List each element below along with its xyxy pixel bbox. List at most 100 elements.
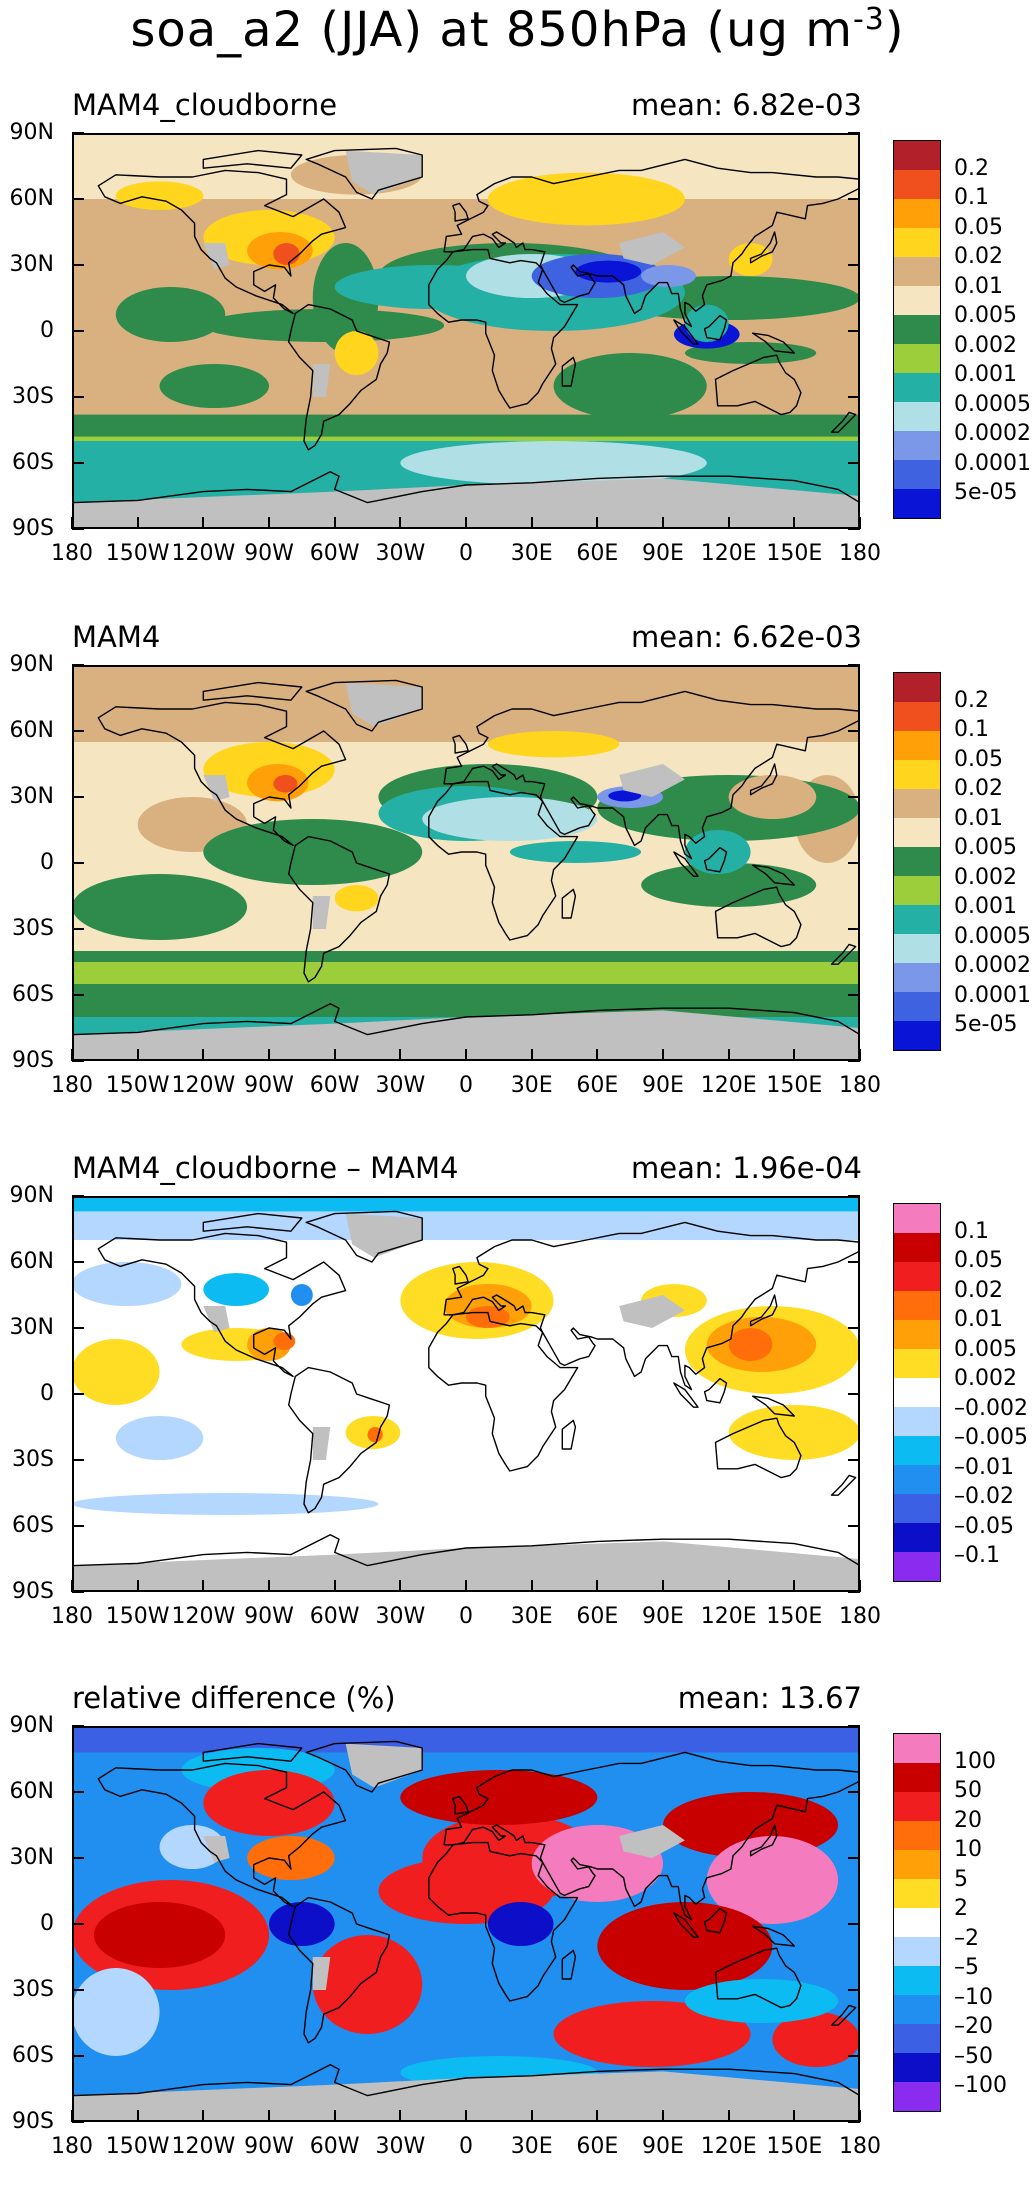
coastline-arcticisl — [202, 1212, 303, 1232]
field-contour — [273, 775, 298, 793]
coastline-australia — [714, 1947, 802, 2009]
coastline-japan — [749, 231, 778, 264]
lon-tick — [268, 1580, 270, 1592]
coastline-arcticisl — [202, 149, 303, 169]
legend-swatch — [894, 1850, 940, 1879]
coastline-australia — [714, 1417, 802, 1479]
legend-label: 0.01 — [954, 805, 1003, 831]
coastline-newguinea — [752, 1925, 795, 1947]
lon-tick — [399, 1580, 402, 1592]
lon-tick-label: 30E — [510, 1073, 553, 1098]
legend-label: 0.0002 — [954, 421, 1031, 446]
legend-swatch — [894, 460, 940, 489]
missing-data-region — [619, 232, 685, 265]
lat-tick — [848, 1725, 860, 1727]
lon-tick — [793, 2110, 796, 2122]
lon-tick-label: 60E — [576, 1073, 619, 1098]
lon-tick — [333, 517, 336, 529]
legend-swatch — [894, 963, 940, 992]
legend-swatch — [894, 673, 940, 702]
lat-tick-label: 60N — [9, 1249, 54, 1274]
lon-tick — [202, 1049, 205, 1061]
lat-tick — [72, 1060, 84, 1062]
lon-tick-label: 90W — [244, 1073, 294, 1098]
legend-swatch — [894, 1523, 940, 1552]
coastline-greenland — [305, 679, 423, 732]
missing-data-region — [312, 1427, 331, 1460]
lon-tick-label: 90E — [642, 1073, 684, 1098]
lat-tick-label: 60N — [9, 718, 54, 743]
lat-tick — [72, 730, 84, 732]
lat-tick-label: 90S — [12, 1048, 54, 1073]
legend-label: 100 — [954, 1748, 996, 1774]
missing-data-region — [312, 1957, 331, 1990]
coastline-newzealand — [830, 411, 857, 433]
coastline-antarctica — [74, 471, 858, 504]
lon-tick — [596, 517, 599, 529]
coastline-britain — [452, 734, 469, 754]
legend-swatch — [894, 402, 940, 431]
lat-tick-label: 90S — [12, 516, 54, 541]
map-panel-2: MAM4 mean: 6.62e-03 90N 60N 30N 0 30S 60S 90S 180… — [0, 620, 1035, 1140]
legend-swatch — [894, 2053, 940, 2082]
coastline-newzealand — [830, 2004, 857, 2026]
coastline-northamerica — [97, 1762, 347, 1908]
lon-tick-label: 60E — [576, 541, 619, 566]
lon-tick — [136, 1049, 139, 1061]
field-contour — [74, 1728, 858, 1753]
coastline-antarctica — [74, 1534, 858, 1567]
coastline-africa — [428, 248, 579, 409]
field-contour — [487, 731, 620, 758]
coastline-newzealand — [830, 943, 857, 965]
coastline-borneo — [703, 314, 728, 341]
legend-label: 0.1 — [954, 185, 989, 210]
map-plot — [72, 133, 860, 529]
field-contour — [684, 1979, 839, 2023]
legend-swatch — [894, 1494, 940, 1523]
panel-mean: mean: 13.67 — [677, 1681, 862, 1715]
lat-tick-label: 30N — [9, 1845, 54, 1870]
lat-tick — [848, 1327, 860, 1329]
field-contour — [74, 414, 858, 437]
legend-label: 0.0001 — [954, 982, 1031, 1008]
legend-swatch — [894, 1937, 940, 1966]
legend-swatch — [894, 1995, 940, 2024]
legend-swatch — [894, 431, 940, 460]
lon-tick-label: 90W — [244, 1604, 294, 1629]
map-svg — [74, 135, 858, 527]
lat-tick — [848, 664, 860, 666]
missing-data-region — [345, 150, 423, 195]
coastline-northamerica — [97, 169, 347, 315]
lon-tick — [662, 1049, 664, 1061]
lon-tick-label: 120E — [700, 2134, 757, 2159]
legend-label: –50 — [954, 2043, 993, 2069]
legend-swatch — [894, 789, 940, 818]
panel-title: MAM4_cloudborne – MAM4 — [72, 1151, 459, 1185]
lat-tick-label: 30S — [12, 1447, 54, 1472]
missing-data-region — [312, 364, 331, 397]
lat-tick — [848, 528, 860, 530]
lat-tick-label: 30S — [12, 384, 54, 409]
map-panel-1: MAM4_cloudborne mean: 6.82e-03 90N 60N 30N 0 3… — [0, 88, 1035, 608]
field-contour — [115, 1416, 204, 1460]
legend-label: 0.02 — [954, 244, 1003, 269]
lat-tick — [848, 2121, 860, 2123]
field-background — [74, 1198, 858, 1590]
panel-title: relative difference (%) — [72, 1681, 396, 1715]
field-contour — [74, 1493, 379, 1515]
legend-swatch — [894, 1552, 940, 1581]
legend-label: 0.001 — [954, 894, 1017, 919]
map-plot — [72, 1726, 860, 2122]
lat-tick-label: 30N — [9, 784, 54, 809]
coastline-newzealand — [830, 1474, 857, 1496]
color-legend — [893, 140, 941, 519]
lat-tick — [72, 664, 84, 666]
lon-tick-label: 180 — [839, 2134, 881, 2159]
lon-tick-label: 150W — [105, 1604, 170, 1629]
lon-tick-label: 30W — [375, 541, 426, 566]
legend-swatch — [894, 1378, 940, 1407]
lon-tick — [333, 1049, 336, 1061]
lon-tick — [465, 1580, 467, 1592]
map-svg — [74, 1198, 858, 1590]
legend-swatch — [894, 1465, 940, 1494]
